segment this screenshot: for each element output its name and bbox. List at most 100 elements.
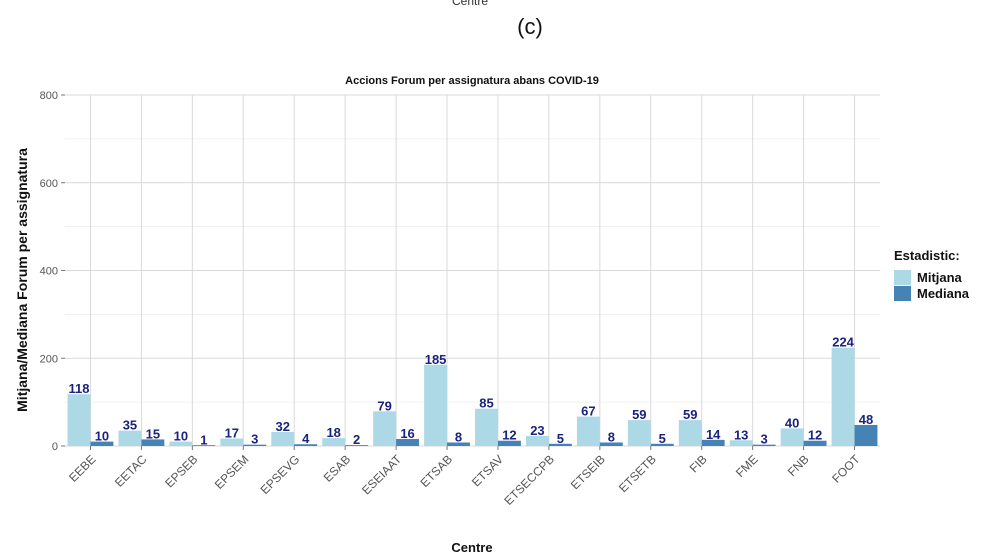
data-label-mitjana-eseiaat: 79 bbox=[377, 398, 391, 413]
y-axis-ticks: 0 200 400 600 800 bbox=[40, 90, 65, 453]
bar-mitjana-epsevg bbox=[271, 431, 295, 446]
bar-mitjana-etseccpb bbox=[525, 435, 549, 446]
x-tick-label-etseccpb: ETSECCPB bbox=[501, 452, 557, 508]
data-label-mediana-etseccpb: 5 bbox=[557, 431, 564, 446]
x-tick-label-epsevg: EPSEVG bbox=[258, 452, 303, 497]
y-tick-label: 0 bbox=[52, 441, 58, 453]
data-label-mitjana-epseb: 10 bbox=[174, 429, 188, 444]
data-label-mitjana-foot: 224 bbox=[832, 335, 854, 350]
x-tick-label-fme: FME bbox=[733, 452, 761, 480]
x-tick-label-epseb: EPSEB bbox=[162, 452, 200, 490]
bar-mediana-etseib bbox=[599, 442, 623, 446]
bar-mitjana-eseiaat bbox=[373, 411, 397, 446]
legend: Estadistic: Mitjana Mediana bbox=[894, 248, 969, 301]
x-tick-label-etsab: ETSAB bbox=[417, 452, 455, 490]
legend-item-mediana: Mediana bbox=[894, 285, 969, 301]
bar-mitjana-epsem bbox=[220, 438, 244, 446]
data-label-mediana-eebe: 10 bbox=[95, 429, 109, 444]
bar-mitjana-foot bbox=[831, 347, 855, 446]
data-label-mitjana-etsab: 185 bbox=[425, 352, 447, 367]
data-label-mitjana-epsevg: 32 bbox=[276, 419, 290, 434]
chart-title: Accions Forum per assignatura abans COVI… bbox=[345, 75, 599, 87]
legend-label-mitjana: Mitjana bbox=[917, 269, 962, 285]
x-tick-label-etseib: ETSEIB bbox=[568, 452, 608, 492]
bars-layer bbox=[67, 347, 878, 446]
top-fragment-text: Centre bbox=[452, 0, 489, 8]
bar-mediana-eebe bbox=[90, 441, 114, 446]
data-label-mitjana-epsem: 17 bbox=[225, 426, 239, 441]
x-tick-label-eebe: EEBE bbox=[66, 452, 99, 485]
y-tick-label: 800 bbox=[40, 90, 58, 102]
bar-mediana-fnb bbox=[803, 440, 827, 446]
bar-mediana-esab bbox=[345, 445, 369, 446]
grid-layer bbox=[65, 94, 880, 447]
legend-swatch-mitjana bbox=[894, 269, 911, 285]
data-label-mitjana-etseccpb: 23 bbox=[530, 423, 544, 438]
bar-mitjana-etsav bbox=[475, 408, 498, 446]
bar-mediana-fib bbox=[701, 439, 725, 446]
data-label-mediana-epsevg: 4 bbox=[302, 431, 310, 446]
bar-mitjana-etsab bbox=[424, 364, 448, 446]
data-label-mitjana-etsav: 85 bbox=[479, 396, 493, 411]
x-axis-ticks: EEBE EETAC EPSEB EPSEM EPSEVG ESAB ESEIAAT ETSA… bbox=[66, 446, 863, 508]
data-label-mediana-eseiaat: 16 bbox=[400, 426, 414, 441]
data-label-mediana-epseb: 1 bbox=[200, 433, 207, 448]
legend-label-mediana: Mediana bbox=[917, 285, 970, 301]
panel-label: (c) bbox=[517, 14, 543, 39]
x-tick-label-foot: FOOT bbox=[829, 452, 863, 486]
x-tick-label-etsav: ETSAV bbox=[469, 452, 506, 489]
x-tick-label-etsetb: ETSETB bbox=[616, 452, 659, 495]
data-label-mediana-eetac: 15 bbox=[146, 426, 160, 441]
bar-mediana-epsem bbox=[243, 444, 267, 446]
y-tick-label: 400 bbox=[40, 266, 58, 278]
data-label-mitjana-eebe: 118 bbox=[69, 381, 90, 396]
bar-mediana-etsav bbox=[497, 440, 521, 446]
x-tick-label-eseiaat: ESEIAAT bbox=[359, 452, 405, 498]
data-label-mitjana-esab: 18 bbox=[326, 425, 340, 440]
data-label-mitjana-fnb: 40 bbox=[785, 415, 799, 430]
data-label-mitjana-eetac: 35 bbox=[123, 418, 137, 433]
x-tick-label-eetac: EETAC bbox=[112, 452, 150, 490]
x-tick-label-epsem: EPSEM bbox=[212, 452, 252, 492]
bar-mitjana-fme bbox=[729, 440, 753, 446]
data-label-mitjana-fme: 13 bbox=[734, 427, 748, 442]
data-label-mediana-fme: 3 bbox=[761, 432, 768, 447]
x-tick-label-esab: ESAB bbox=[321, 452, 354, 485]
data-label-mitjana-etseib: 67 bbox=[581, 404, 595, 419]
data-label-mediana-esab: 2 bbox=[353, 432, 360, 447]
bar-mitjana-etseib bbox=[576, 416, 600, 446]
y-tick-label: 200 bbox=[40, 353, 58, 365]
bar-mitjana-esab bbox=[322, 438, 346, 446]
bar-mediana-fme bbox=[752, 444, 776, 446]
data-label-mediana-fnb: 12 bbox=[808, 428, 822, 443]
data-label-mediana-foot: 48 bbox=[859, 412, 873, 427]
bar-mediana-eseiaat bbox=[396, 438, 420, 446]
bar-mediana-epsevg bbox=[294, 444, 318, 446]
bar-mediana-etseccpb bbox=[548, 443, 572, 446]
bar-mitjana-eebe bbox=[67, 394, 91, 446]
bar-mediana-etsab bbox=[447, 442, 470, 446]
data-label-mediana-etsab: 8 bbox=[455, 429, 462, 444]
y-tick-label: 600 bbox=[40, 178, 58, 190]
data-label-mitjana-fib: 59 bbox=[683, 407, 697, 422]
bar-mediana-epseb bbox=[192, 445, 216, 446]
x-tick-label-fib: FIB bbox=[687, 452, 710, 475]
x-axis-label: Centre bbox=[451, 540, 492, 553]
bar-mitjana-eetac bbox=[118, 430, 142, 446]
x-tick-label-fnb: FNB bbox=[785, 452, 812, 479]
y-axis-label: Mitjana/Mediana Forum per assignatura bbox=[14, 148, 30, 412]
data-label-mediana-epsem: 3 bbox=[251, 432, 258, 447]
data-label-mediana-etsav: 12 bbox=[502, 428, 516, 443]
data-label-mediana-etsetb: 5 bbox=[659, 431, 666, 446]
bar-mitjana-fib bbox=[678, 420, 702, 446]
bar-mitjana-etsetb bbox=[627, 420, 651, 446]
bar-mediana-etsetb bbox=[650, 443, 674, 446]
legend-swatch-mediana bbox=[894, 285, 911, 301]
data-label-mitjana-etsetb: 59 bbox=[632, 407, 646, 422]
data-label-mediana-etseib: 8 bbox=[608, 429, 615, 444]
bar-mediana-eetac bbox=[141, 439, 165, 446]
legend-title: Estadistic: bbox=[894, 248, 960, 263]
bar-mitjana-epseb bbox=[169, 441, 193, 446]
